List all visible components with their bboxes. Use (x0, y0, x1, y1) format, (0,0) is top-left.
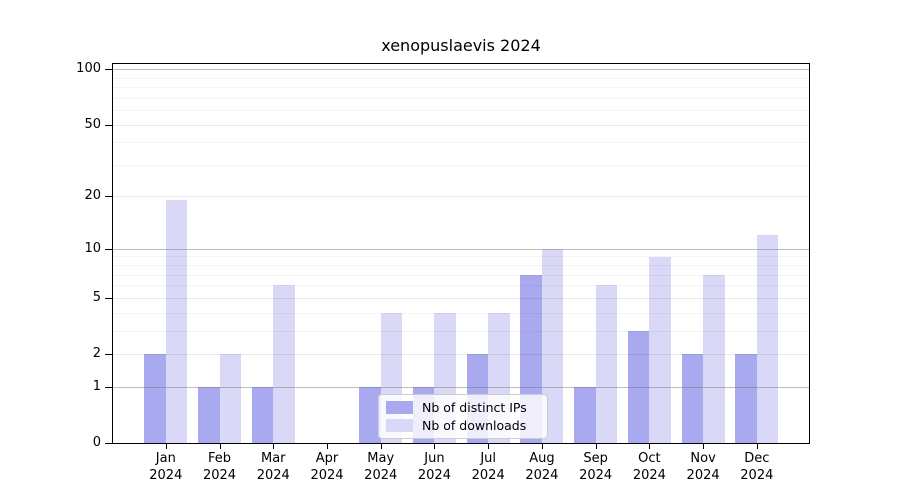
legend-item-downloads: Nb of downloads (386, 418, 539, 433)
legend-swatch-downloads-icon (386, 419, 413, 432)
y-tick-mark-1 (105, 386, 112, 388)
chart-title: xenopuslaevis 2024 (381, 36, 541, 55)
bar-distinct-ips-sep (574, 386, 596, 443)
gridline-4 (113, 312, 809, 314)
gridline-3 (113, 330, 809, 332)
y-tick-label-5: 5 (92, 289, 101, 305)
legend-label-downloads: Nb of downloads (422, 418, 527, 433)
bar-distinct-ips-nov (681, 354, 704, 443)
y-tick-mark-20 (105, 196, 112, 198)
bar-downloads-nov (703, 274, 725, 443)
gridline-2 (113, 354, 809, 355)
gridline-50 (113, 124, 809, 126)
gridline-100 (113, 69, 809, 71)
gridline-20 (113, 196, 809, 198)
x-tick-mark-may (380, 444, 382, 449)
y-tick-label-20: 20 (84, 188, 101, 204)
y-tick-mark-5 (105, 297, 112, 299)
bar-downloads-dec (756, 235, 779, 443)
bar-downloads-aug (541, 248, 564, 443)
legend: Nb of distinct IPs Nb of downloads (378, 394, 548, 439)
gridline-8 (113, 265, 809, 267)
y-tick-mark-100 (105, 69, 112, 71)
x-tick-mark-jul (488, 444, 490, 449)
legend-swatch-distinct-ips-icon (386, 401, 413, 414)
y-tick-mark-50 (105, 124, 112, 126)
x-tick-label-nov: Nov 2024 (686, 451, 720, 483)
bar-distinct-ips-jan (144, 354, 166, 443)
x-tick-mark-feb (219, 444, 221, 449)
y-tick-mark-0 (105, 443, 112, 444)
x-tick-label-mar: Mar 2024 (256, 451, 290, 483)
gridline-60 (113, 110, 809, 112)
x-tick-label-jun: Jun 2024 (417, 451, 451, 483)
gridline-7 (113, 274, 809, 276)
y-tick-label-2: 2 (92, 346, 101, 361)
x-tick-label-sep: Sep 2024 (579, 451, 613, 483)
bar-distinct-ips-dec (735, 354, 757, 443)
bar-distinct-ips-may (359, 386, 381, 443)
gridline-1 (113, 386, 809, 388)
gridline-80 (113, 87, 809, 89)
x-tick-label-may: May 2024 (364, 451, 398, 483)
gridline-90 (113, 77, 809, 79)
plot-area (113, 63, 809, 443)
bar-distinct-ips-oct (627, 330, 650, 443)
bar-downloads-oct (649, 256, 671, 443)
x-tick-label-feb: Feb 2024 (202, 451, 237, 483)
bar-distinct-ips-feb (198, 386, 220, 443)
y-tick-label-1: 1 (92, 378, 101, 394)
x-tick-mark-sep (595, 444, 597, 449)
gridline-10 (113, 248, 809, 250)
x-tick-mark-apr (326, 444, 328, 449)
y-tick-label-0: 0 (92, 435, 101, 450)
x-tick-label-oct: Oct 2024 (632, 451, 666, 483)
x-tick-mark-jun (434, 444, 436, 449)
x-tick-mark-dec (756, 444, 758, 449)
x-tick-label-apr: Apr 2024 (310, 451, 344, 483)
bar-downloads-jan (165, 200, 188, 443)
x-tick-label-dec: Dec 2024 (740, 451, 774, 483)
x-tick-mark-nov (703, 444, 705, 449)
bar-distinct-ips-mar (251, 386, 274, 443)
x-tick-label-jul: Jul 2024 (471, 451, 505, 483)
legend-label-distinct-ips: Nb of distinct IPs (422, 400, 527, 415)
gridline-30 (113, 164, 809, 166)
y-tick-mark-10 (105, 248, 112, 250)
gridline-40 (113, 142, 809, 144)
legend-item-distinct-ips: Nb of distinct IPs (386, 400, 539, 415)
gridline-6 (113, 285, 809, 287)
y-tick-mark-2 (105, 354, 112, 355)
y-tick-label-50: 50 (84, 116, 101, 132)
gridline-5 (113, 297, 809, 299)
gridline-9 (113, 256, 809, 258)
y-tick-label-10: 10 (84, 240, 101, 256)
gridline-70 (113, 97, 809, 99)
bar-downloads-feb (219, 354, 242, 443)
x-tick-mark-oct (649, 444, 651, 449)
bar-downloads-mar (273, 285, 295, 443)
x-tick-mark-mar (273, 444, 275, 449)
x-tick-mark-jan (165, 444, 167, 449)
x-tick-label-jan: Jan 2024 (149, 451, 183, 483)
bar-downloads-sep (595, 285, 618, 443)
x-tick-label-aug: Aug 2024 (525, 451, 559, 483)
x-tick-mark-aug (541, 444, 543, 449)
y-tick-label-100: 100 (76, 61, 101, 77)
